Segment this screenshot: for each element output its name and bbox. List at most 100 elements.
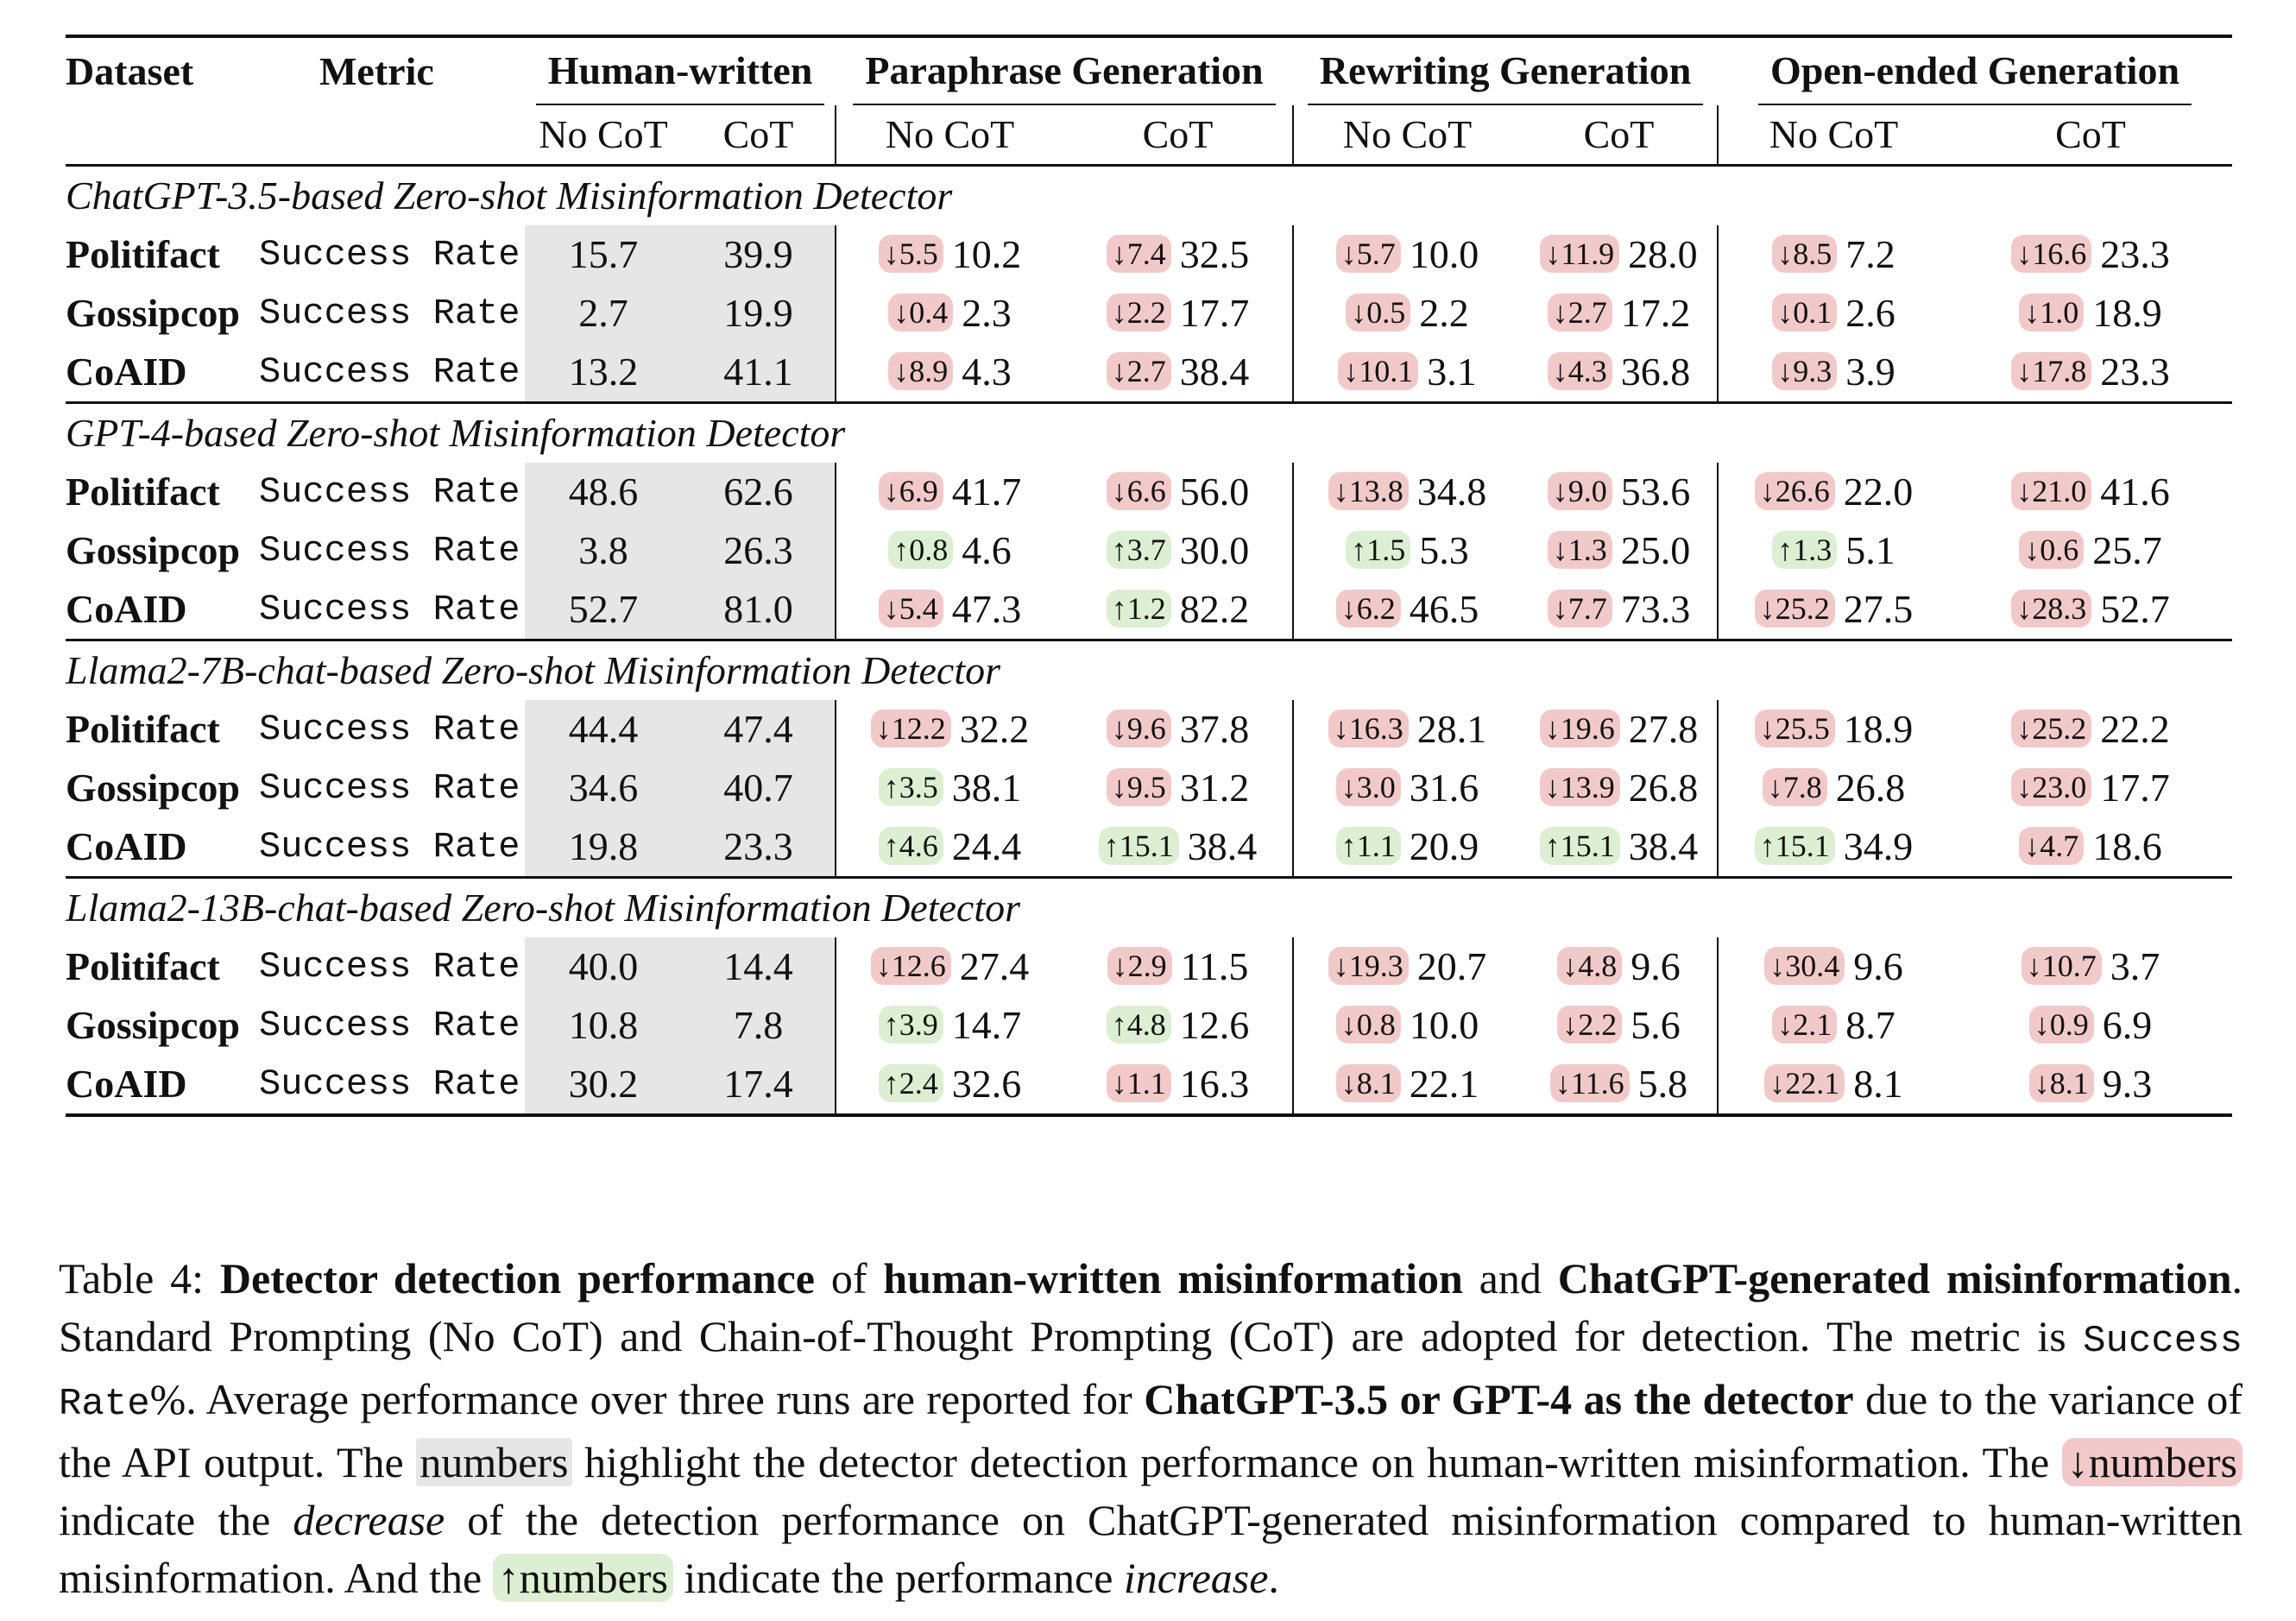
value: 52.7: [2100, 587, 2170, 631]
value: 17.2: [1620, 291, 1691, 335]
caption-text: indicate the performance: [672, 1554, 1124, 1602]
value-cell: ↓7.4 32.5: [1063, 225, 1293, 284]
value: 4.3: [962, 350, 1012, 394]
human-written-cot: 41.1: [682, 343, 836, 403]
header-no-cot: No CoT: [835, 105, 1064, 166]
value: 34.8: [1416, 470, 1487, 514]
value: 32.6: [951, 1062, 1022, 1106]
value: 26.8: [1628, 766, 1699, 810]
human-written-cot: 81.0: [682, 580, 836, 640]
value-cell: ↓5.5 10.2: [835, 225, 1064, 284]
increase-badge: ↑1.5: [1346, 531, 1411, 569]
decrease-badge: ↓6.6: [1106, 472, 1171, 510]
decrease-badge: ↓0.1: [1772, 293, 1838, 331]
value: 32.2: [959, 707, 1030, 751]
header-no-cot: No CoT: [1717, 105, 1950, 166]
value-cell: ↑15.1 38.4: [1063, 817, 1293, 878]
human-written-cot: 23.3: [682, 817, 836, 878]
value-cell: ↓9.6 37.8: [1063, 700, 1293, 759]
human-written-cot: 26.3: [682, 521, 836, 580]
decrease-badge: ↓0.4: [888, 293, 954, 331]
value: 28.1: [1416, 707, 1487, 751]
human-written-no-cot: 10.8: [525, 996, 682, 1055]
decrease-badge: ↓9.3: [1772, 352, 1838, 390]
value: 17.7: [2100, 766, 2170, 810]
decrease-badge: ↓28.3: [2011, 590, 2092, 628]
decrease-badge: ↓11.6: [1549, 1064, 1630, 1102]
decrease-badge: ↓0.5: [1346, 293, 1411, 331]
increase-badge: ↑2.4: [878, 1064, 943, 1102]
value-cell: ↓0.5 2.2: [1292, 284, 1522, 343]
decrease-badge: ↓7.8: [1762, 768, 1827, 806]
value: 8.7: [1845, 1003, 1895, 1047]
header-row-groups: Dataset Metric Human-written Paraphrase …: [66, 36, 2233, 105]
caption-text: .: [1268, 1554, 1279, 1602]
value-cell: ↓7.8 26.8: [1717, 759, 1950, 817]
header-cot: CoT: [1583, 112, 1655, 156]
decrease-badge: ↓9.0: [1547, 472, 1612, 510]
dataset-name: Politifact: [66, 707, 220, 751]
decrease-badge: ↓7.7: [1547, 590, 1612, 628]
value: 47.3: [951, 587, 1022, 631]
caption-italic: decrease: [293, 1496, 445, 1544]
human-written-no-cot: 15.7: [525, 225, 682, 284]
increase-badge: ↑1.3: [1772, 531, 1838, 569]
value: 10.2: [951, 232, 1022, 276]
section-title-row: Llama2-7B-chat-based Zero-shot Misinform…: [66, 640, 2233, 701]
metric-name: Success Rate: [259, 530, 520, 571]
value: 46.5: [1409, 587, 1479, 631]
value-cell: ↓13.8 34.8: [1292, 463, 1522, 521]
value-cell: ↓0.4 2.3: [835, 284, 1064, 343]
value: 9.6: [1631, 944, 1681, 988]
value: 73.3: [1620, 587, 1691, 631]
caption-text: of: [815, 1254, 884, 1302]
decrease-badge: ↓8.9: [888, 352, 954, 390]
value-cell: ↓2.2 5.6: [1521, 996, 1718, 1055]
decrease-badge: ↓6.2: [1335, 590, 1401, 628]
value: 34.9: [1843, 824, 1914, 868]
value-cell: ↓16.3 28.1: [1292, 700, 1522, 759]
caption-red-highlight: ↓numbers: [2061, 1438, 2242, 1486]
decrease-badge: ↓0.8: [1335, 1006, 1401, 1044]
metric-name: Success Rate: [259, 1005, 520, 1046]
value-cell: ↓0.8 10.0: [1292, 996, 1522, 1055]
value: 9.6: [1853, 944, 1903, 988]
table-row: Gossipcop Success Rate 3.8 26.3 ↑0.8 4.6 ↑3.7 3…: [66, 521, 2232, 580]
value-cell: ↓13.9 26.8: [1521, 759, 1718, 817]
decrease-badge: ↓8.5: [1772, 235, 1838, 273]
human-written-cot: 19.9: [682, 284, 836, 343]
table-row: CoAID Success Rate 13.2 41.1 ↓8.9 4.3 ↓2.7 38.4…: [66, 343, 2232, 403]
metric-name: Success Rate: [259, 234, 520, 275]
header-no-cot: No CoT: [539, 112, 668, 156]
header-cot: CoT: [722, 112, 794, 156]
value: 2.3: [962, 291, 1012, 335]
value: 22.2: [2100, 707, 2170, 751]
caption-text: . Standard Prompting (No CoT) and Chain-…: [59, 1254, 2243, 1360]
value: 18.9: [2092, 291, 2162, 335]
human-written-no-cot: 3.8: [525, 521, 682, 580]
value: 3.9: [1845, 350, 1895, 394]
table-row: Gossipcop Success Rate 2.7 19.9 ↓0.4 2.3 ↓2.2 1…: [66, 284, 2232, 343]
table-row: Politifact Success Rate 44.4 47.4 ↓12.2 32.2 ↓…: [66, 700, 2232, 759]
value-cell: ↑15.1 34.9: [1717, 817, 1950, 878]
value-cell: ↓11.9 28.0: [1521, 225, 1718, 284]
value-cell: ↓11.6 5.8: [1521, 1055, 1718, 1115]
table-caption: Table 4: Detector detection performance …: [59, 1250, 2242, 1607]
decrease-badge: ↓2.7: [1106, 352, 1171, 390]
decrease-badge: ↓3.0: [1335, 768, 1401, 806]
caption-bold: human-written misinformation: [883, 1254, 1463, 1302]
value-cell: ↓1.1 16.3: [1063, 1055, 1293, 1115]
value: 22.1: [1409, 1062, 1479, 1106]
value-cell: ↓4.3 36.8: [1521, 343, 1718, 403]
value-cell: ↓8.9 4.3: [835, 343, 1064, 403]
value-cell: ↑4.6 24.4: [835, 817, 1064, 878]
dataset-name: Gossipcop: [66, 528, 240, 572]
value-cell: ↓1.0 18.9: [1949, 284, 2232, 343]
value-cell: ↓1.3 25.0: [1521, 521, 1718, 580]
table-row: CoAID Success Rate 30.2 17.4 ↑2.4 32.6 ↓1.1 16.…: [66, 1055, 2233, 1115]
decrease-badge: ↓2.1: [1772, 1006, 1838, 1044]
decrease-badge: ↓19.6: [1539, 710, 1620, 747]
section-title: ChatGPT-3.5-based Zero-shot Misinformati…: [66, 173, 953, 218]
decrease-badge: ↓11.9: [1540, 235, 1620, 273]
dataset-name: Politifact: [66, 470, 220, 514]
